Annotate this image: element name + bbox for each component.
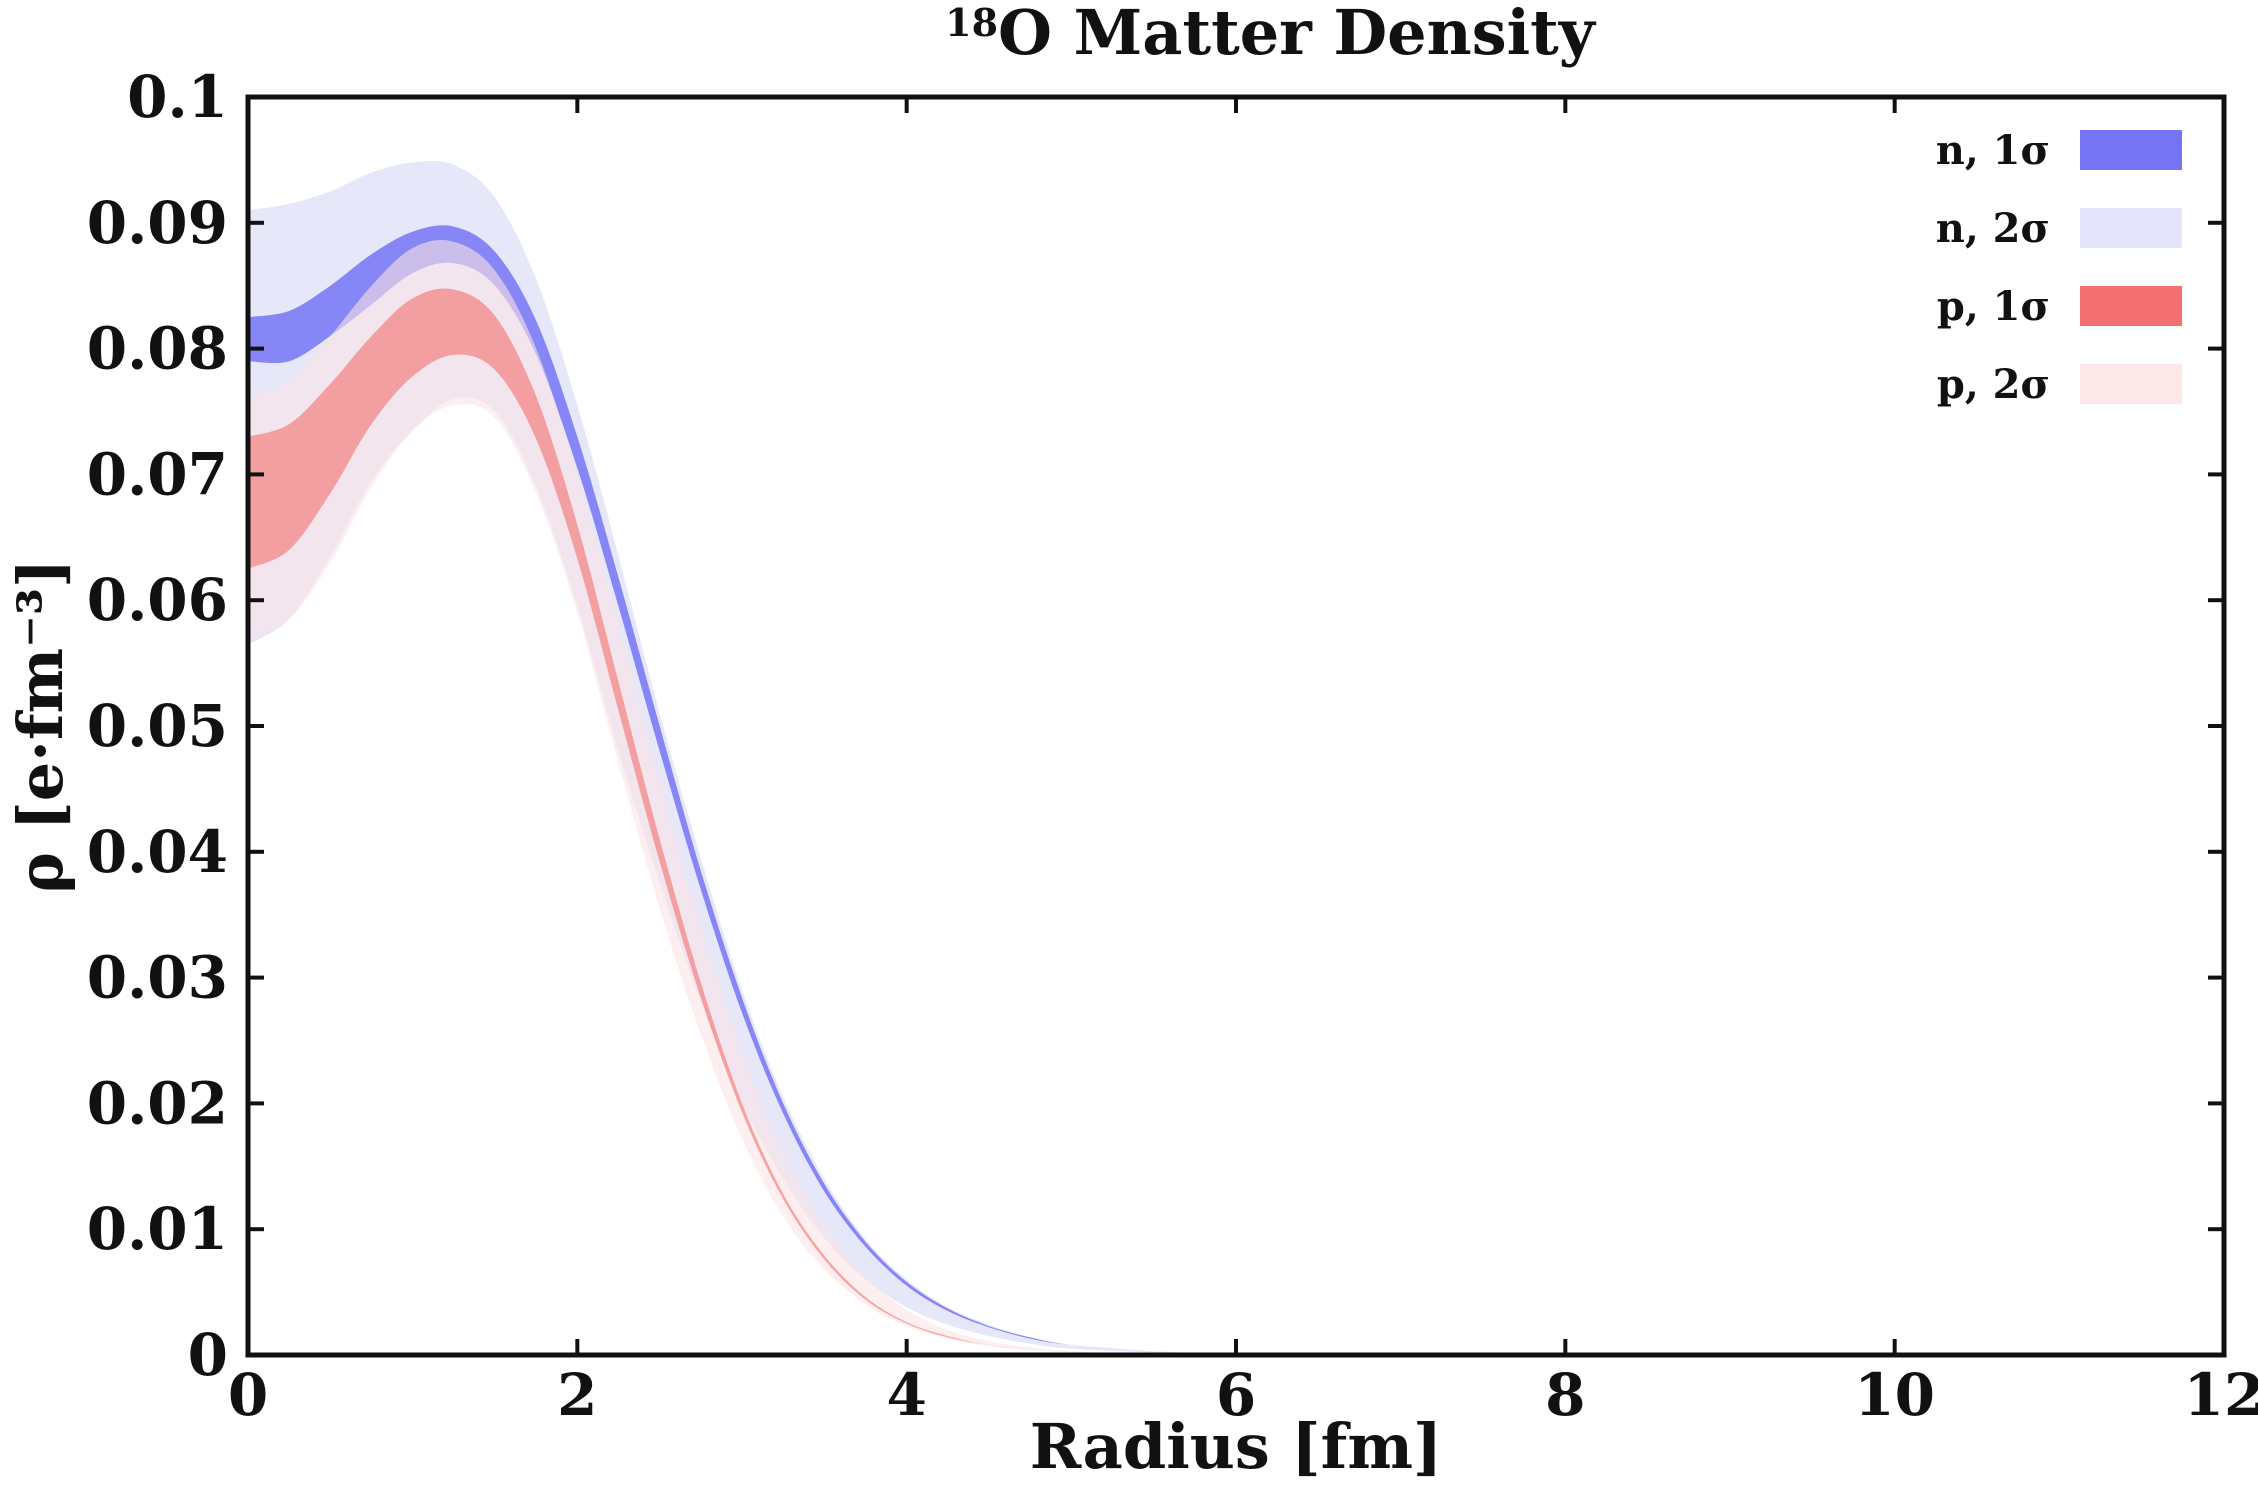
y-tick-label: 0.02 bbox=[87, 1069, 228, 1137]
y-tick-label: 0.08 bbox=[87, 315, 228, 383]
band-p-1- bbox=[248, 288, 1236, 1356]
legend-item: n, 1σ bbox=[1936, 127, 2182, 174]
y-tick-label: 0.05 bbox=[87, 692, 228, 760]
x-tick-label: 4 bbox=[886, 1361, 926, 1429]
legend-item: p, 2σ bbox=[1937, 361, 2182, 408]
y-axis-label: ρ [e·fm⁻³] bbox=[4, 559, 77, 894]
legend-swatch bbox=[2080, 364, 2182, 404]
legend-label: n, 1σ bbox=[1936, 127, 2050, 174]
x-tick-label: 12 bbox=[2184, 1361, 2258, 1429]
y-tick-label: 0 bbox=[188, 1321, 228, 1389]
x-tick-label: 10 bbox=[1854, 1361, 1935, 1429]
x-tick-label: 6 bbox=[1216, 1361, 1256, 1429]
plot-frame bbox=[245, 94, 2227, 1358]
y-tick-label: 0.03 bbox=[87, 944, 228, 1012]
x-axis-label: Radius [fm] bbox=[1030, 1410, 1443, 1483]
y-tick-label: 0.07 bbox=[87, 440, 228, 508]
legend-item: n, 2σ bbox=[1936, 205, 2182, 252]
title-superscript: 18 bbox=[945, 0, 998, 45]
x-tick-label: 8 bbox=[1545, 1361, 1585, 1429]
y-tick-label: 0.09 bbox=[87, 189, 228, 257]
axis-ticks bbox=[246, 95, 2226, 1357]
legend-label: p, 2σ bbox=[1937, 361, 2050, 408]
legend: n, 1σ n, 2σ p, 1σ p, 2σ bbox=[1936, 127, 2182, 408]
x-tick-label: 0 bbox=[228, 1361, 268, 1429]
x-tick-label: 2 bbox=[557, 1361, 597, 1429]
density-bands bbox=[248, 161, 1236, 1356]
band-p-2- bbox=[248, 239, 1236, 1356]
legend-swatch bbox=[2080, 286, 2182, 326]
y-tick-label: 0.06 bbox=[87, 566, 228, 634]
legend-item: p, 1σ bbox=[1937, 283, 2182, 330]
y-tick-label: 0.1 bbox=[127, 63, 228, 131]
legend-swatch bbox=[2080, 130, 2182, 170]
legend-swatch bbox=[2080, 208, 2182, 248]
legend-label: p, 1σ bbox=[1937, 283, 2050, 330]
y-tick-label: 0.01 bbox=[87, 1195, 228, 1263]
y-tick-label: 0.04 bbox=[87, 818, 228, 886]
title-text: O Matter Density bbox=[998, 0, 1597, 69]
chart-title: 18O Matter Density bbox=[945, 0, 1597, 69]
tick-labels: 0 2 4 6 8 10 12 0 0.01 0.02 0.03 0.04 0.05 0.06 0.07 0.… bbox=[87, 63, 2258, 1429]
legend-label: n, 2σ bbox=[1936, 205, 2050, 252]
